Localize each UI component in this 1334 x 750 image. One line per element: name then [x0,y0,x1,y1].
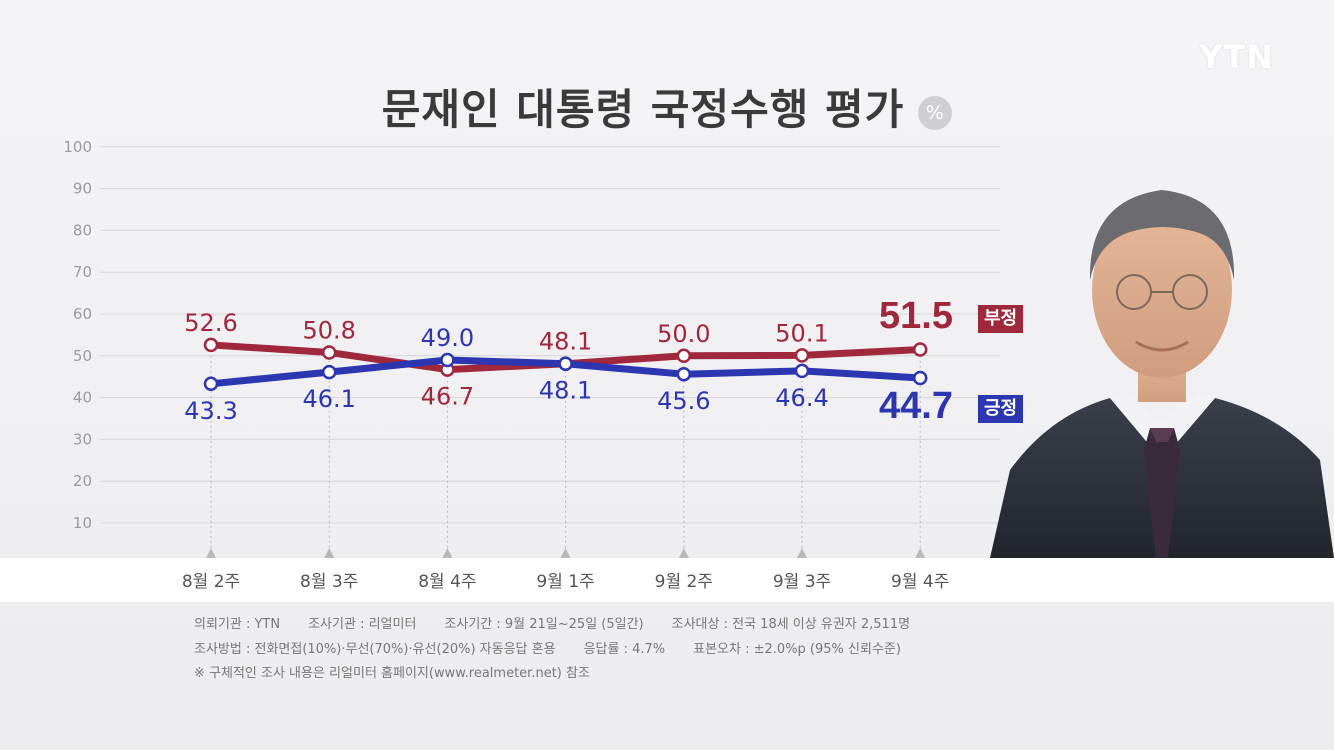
y-tick-label: 20 [73,472,92,490]
x-tick-label: 8월 3주 [300,572,359,592]
y-tick-label: 50 [73,347,92,365]
y-tick-label: 90 [73,180,92,198]
x-guide-marker [206,548,216,558]
y-tick-label: 70 [73,263,92,281]
value-label: 43.3 [184,397,237,425]
unit-badge: % [918,95,953,130]
value-label: 46.1 [302,385,355,413]
value-label: 48.1 [539,328,592,356]
y-tick-label: 100 [63,138,92,156]
ytn-logo: YTN [1199,38,1274,76]
footer-period: 조사기간 : 9월 21일~25일 (5일간) [444,617,644,632]
x-guide-marker [678,548,689,558]
president-portrait-image [990,190,1334,558]
footer-line-1: 의뢰기관 : YTN 조사기관 : 리얼미터 조사기간 : 9월 21일~25일 (… [194,613,938,632]
data-point [321,345,337,360]
footer-agency: 조사기관 : 리얼미터 [308,617,417,632]
y-tick-label: 10 [73,514,92,532]
value-label: 49.0 [421,324,474,352]
y-tick-label: 30 [73,430,92,448]
x-guide-marker [442,548,453,558]
chart-title: 문재인 대통령 국정수행 평가% [0,76,1334,137]
value-label: 46.4 [775,384,828,412]
value-label: 50.0 [657,320,710,348]
value-label: 52.6 [184,309,237,337]
x-tick-label: 8월 4주 [418,572,477,592]
x-axis-band [0,558,1334,602]
x-tick-label: 8월 2주 [181,572,241,592]
data-point [676,348,692,364]
last-value-label: 51.5 [879,295,953,337]
data-point [203,376,219,392]
value-label: 50.1 [775,319,828,347]
y-tick-label: 60 [73,305,92,323]
value-label: 48.1 [539,377,592,405]
series-name-tag: 긍정 [978,395,1024,423]
x-guide-lines [206,355,926,558]
series-points [203,337,928,392]
footer-error: 표본오차 : ±2.0%p (95% 신뢰수준) [693,642,901,657]
data-point [912,342,928,357]
x-tick-label: 9월 1주 [536,572,595,592]
x-guide-marker [797,548,807,558]
data-point [440,352,455,368]
x-guide-marker [560,548,571,558]
data-point [912,370,928,386]
footer-target: 조사대상 : 전국 18세 이상 유권자 2,511명 [671,617,911,632]
footer-response-rate: 응답률 : 4.7% [583,642,666,657]
series-name-tag: 부정 [978,305,1024,333]
footer-line-2: 조사방법 : 전화면접(10%)·무선(70%)·유선(20%) 자동응답 혼용… [194,638,929,657]
x-guide-marker [915,548,926,558]
data-point [794,348,810,363]
x-tick-label: 9월 4주 [891,572,950,592]
value-labels: 52.6 50.8 46.7 48.1 50.0 50.1 43.3 46.1 49.0 48.1… [184,309,828,425]
value-label: 50.8 [302,316,355,344]
y-tick-label: 80 [73,221,92,239]
footer-client: 의뢰기관 : YTN [194,617,281,632]
data-point [558,356,573,371]
value-label: 45.6 [657,387,710,415]
value-label: 46.7 [421,383,474,411]
data-point [676,366,692,382]
x-tick-label: 9월 2주 [654,572,713,592]
x-guide-marker [324,548,335,558]
data-point [321,364,337,380]
last-value-label: 44.7 [879,385,953,427]
x-tick-label: 9월 3주 [772,572,832,592]
footer-method: 조사방법 : 전화면접(10%)·무선(70%)·유선(20%) 자동응답 혼용 [194,642,556,657]
y-axis-ticks: 100 90 80 70 60 50 40 30 20 10 [63,138,92,532]
footer-line-3: ※ 구체적인 조사 내용은 리얼미터 홈페이지(www.realmeter.ne… [194,666,590,681]
data-point [203,337,219,353]
data-point [794,363,810,379]
chart-title-text: 문재인 대통령 국정수행 평가 [381,85,905,134]
y-tick-label: 40 [73,389,92,407]
